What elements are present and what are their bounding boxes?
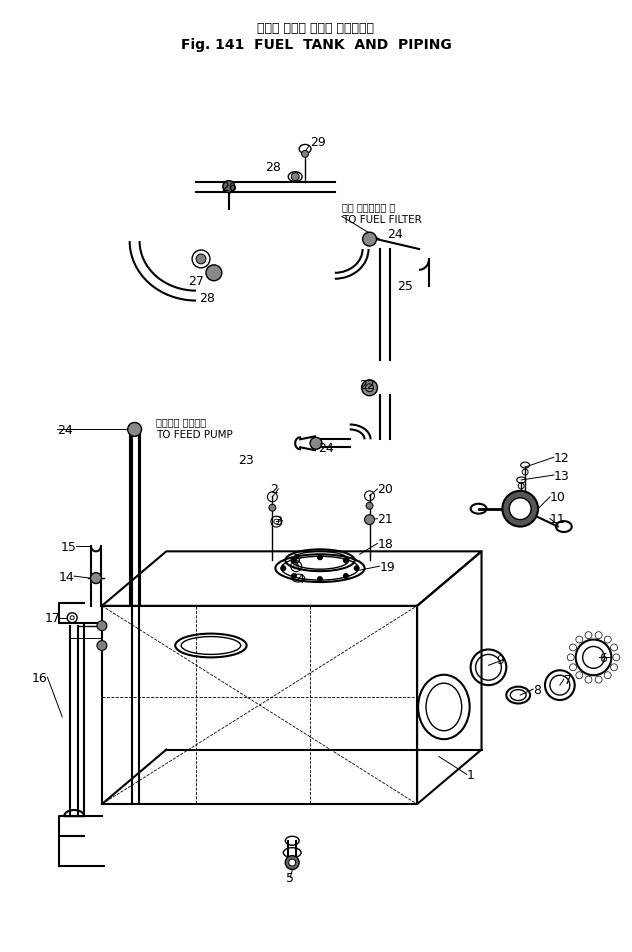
Text: 17: 17 <box>44 611 60 625</box>
Text: 10: 10 <box>550 491 566 504</box>
Text: 15: 15 <box>60 541 76 553</box>
Text: 29: 29 <box>310 136 326 149</box>
Circle shape <box>285 856 299 869</box>
Circle shape <box>585 677 592 684</box>
Text: 14: 14 <box>58 570 74 583</box>
Circle shape <box>206 266 222 282</box>
Circle shape <box>362 381 377 396</box>
Text: 6: 6 <box>600 651 607 664</box>
Circle shape <box>604 637 611 644</box>
Text: 28: 28 <box>199 291 215 305</box>
Text: 3: 3 <box>292 552 300 565</box>
Circle shape <box>568 654 574 661</box>
Circle shape <box>509 498 531 520</box>
Text: 19: 19 <box>379 560 395 573</box>
Text: 9: 9 <box>497 653 504 666</box>
Text: 24: 24 <box>387 228 403 241</box>
Text: 1: 1 <box>466 768 475 781</box>
Circle shape <box>269 505 276 511</box>
Circle shape <box>585 632 592 639</box>
Text: 21: 21 <box>377 512 393 526</box>
Text: フィード ポンプへ: フィード ポンプへ <box>156 417 207 427</box>
Circle shape <box>223 182 234 193</box>
Text: 7: 7 <box>564 673 572 686</box>
Circle shape <box>97 641 107 651</box>
Circle shape <box>576 672 583 679</box>
Circle shape <box>343 574 348 579</box>
Circle shape <box>363 233 377 247</box>
Text: 2: 2 <box>270 483 278 496</box>
Circle shape <box>291 559 296 564</box>
Text: 18: 18 <box>377 537 393 550</box>
Text: 25: 25 <box>398 280 413 293</box>
Circle shape <box>569 645 576 651</box>
Text: 4: 4 <box>296 572 304 585</box>
Text: 23: 23 <box>238 453 253 466</box>
Circle shape <box>611 645 617 651</box>
Circle shape <box>317 555 322 560</box>
Text: TO FUEL FILTER: TO FUEL FILTER <box>342 215 422 225</box>
Circle shape <box>366 503 373 509</box>
Circle shape <box>196 255 206 265</box>
Text: 16: 16 <box>32 671 47 684</box>
Circle shape <box>289 860 296 866</box>
Circle shape <box>611 664 617 671</box>
Text: 26: 26 <box>221 181 236 194</box>
Text: 24: 24 <box>58 424 73 436</box>
Circle shape <box>502 491 538 527</box>
Text: 11: 11 <box>550 512 566 526</box>
Text: 27: 27 <box>188 275 204 288</box>
Circle shape <box>595 677 602 684</box>
Text: 13: 13 <box>554 469 569 482</box>
Circle shape <box>604 672 611 679</box>
Circle shape <box>613 654 620 661</box>
Text: 24: 24 <box>318 442 334 454</box>
Circle shape <box>343 559 348 564</box>
Text: 20: 20 <box>377 483 393 496</box>
Circle shape <box>310 438 322 449</box>
Text: TO FEED PUMP: TO FEED PUMP <box>156 430 233 440</box>
Circle shape <box>97 621 107 631</box>
Circle shape <box>576 637 583 644</box>
Text: 燃料 フィルター へ: 燃料 フィルター へ <box>342 202 395 212</box>
Text: 5: 5 <box>286 871 295 884</box>
Text: 8: 8 <box>533 683 541 696</box>
Circle shape <box>281 566 286 571</box>
Text: フェル タンク および パイピング: フェル タンク および パイピング <box>257 22 375 35</box>
Circle shape <box>90 573 101 584</box>
Text: 3: 3 <box>274 515 283 527</box>
Circle shape <box>301 151 308 158</box>
Circle shape <box>365 515 375 525</box>
Circle shape <box>569 664 576 671</box>
Circle shape <box>595 632 602 639</box>
Circle shape <box>291 173 299 182</box>
Text: 12: 12 <box>554 451 569 465</box>
Circle shape <box>317 577 322 582</box>
Text: Fig. 141  FUEL  TANK  AND  PIPING: Fig. 141 FUEL TANK AND PIPING <box>181 38 451 51</box>
Circle shape <box>128 423 142 437</box>
Text: 22: 22 <box>360 379 375 392</box>
Circle shape <box>354 566 359 571</box>
Circle shape <box>291 574 296 579</box>
Text: 28: 28 <box>265 161 281 174</box>
